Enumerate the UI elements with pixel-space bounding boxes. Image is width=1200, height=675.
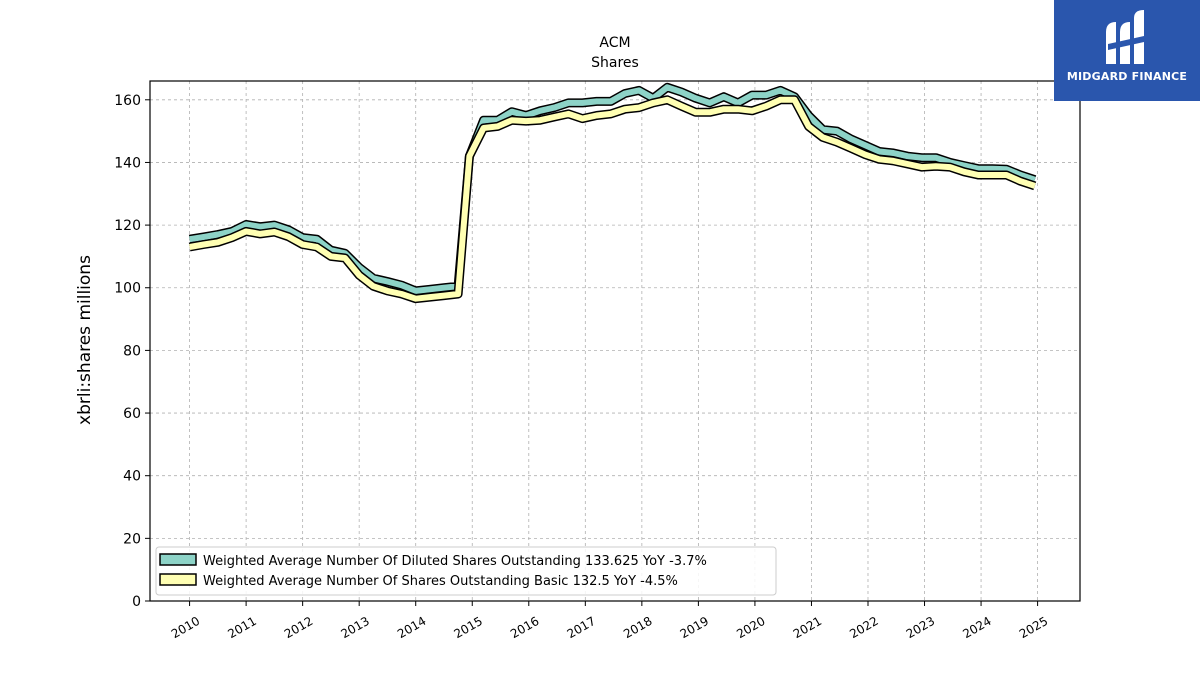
x-tick-label: 2015 [452, 614, 485, 641]
y-tick-label: 160 [114, 93, 141, 109]
series-areas [188, 82, 1037, 304]
series-band-0 [189, 84, 1036, 294]
brand-name: MIDGARD FINANCE [1066, 70, 1188, 83]
legend-swatch-1 [159, 573, 197, 586]
series-outline-1 [188, 95, 1037, 304]
brand-logo: MIDGARD FINANCE [1054, 0, 1200, 101]
x-tick-label: 2021 [791, 614, 824, 641]
y-tick-label: 60 [123, 406, 141, 422]
x-tick-label: 2014 [395, 614, 428, 641]
x-tick-label: 2025 [1017, 614, 1050, 641]
chart-subtitle: Shares [591, 55, 639, 71]
brand-mark-icon [1106, 10, 1144, 64]
legend-entry-1: Weighted Average Number Of Shares Outsta… [203, 574, 678, 589]
y-tick-label: 40 [123, 469, 141, 485]
plot-frame [149, 80, 1081, 602]
chart-title: ACM [599, 35, 630, 51]
x-tick-label: 2010 [169, 614, 202, 641]
series-band-1 [189, 96, 1036, 302]
x-tick-label: 2011 [225, 614, 258, 641]
x-axis-ticks: 2010 2011 2012 2013 2014 2015 2016 2017 2018 2019… [169, 601, 1050, 641]
x-tick-label: 2020 [734, 614, 767, 641]
x-tick-label: 2022 [847, 614, 880, 641]
y-tick-label: 140 [114, 155, 141, 171]
legend: Weighted Average Number Of Diluted Share… [155, 546, 777, 596]
legend-swatch-0 [159, 553, 197, 566]
legend-box [155, 546, 777, 596]
legend-entry-0: Weighted Average Number Of Diluted Share… [203, 554, 707, 569]
y-tick-label: 0 [132, 594, 141, 610]
y-tick-label: 120 [114, 218, 141, 234]
x-tick-label: 2023 [904, 614, 937, 641]
x-tick-label: 2019 [678, 614, 711, 641]
x-tick-label: 2013 [338, 614, 371, 641]
x-tick-label: 2018 [621, 614, 654, 641]
y-tick-label: 100 [114, 281, 141, 297]
y-axis-label: xbrli:shares millions [75, 255, 95, 425]
x-tick-label: 2024 [960, 614, 993, 641]
y-axis-ticks: 0 20 40 60 80 100 120 140 160 [114, 93, 150, 610]
y-tick-label: 20 [123, 531, 141, 547]
x-tick-label: 2016 [508, 614, 541, 641]
x-tick-label: 2017 [565, 614, 598, 641]
y-tick-label: 80 [123, 343, 141, 359]
x-tick-label: 2012 [282, 614, 315, 641]
